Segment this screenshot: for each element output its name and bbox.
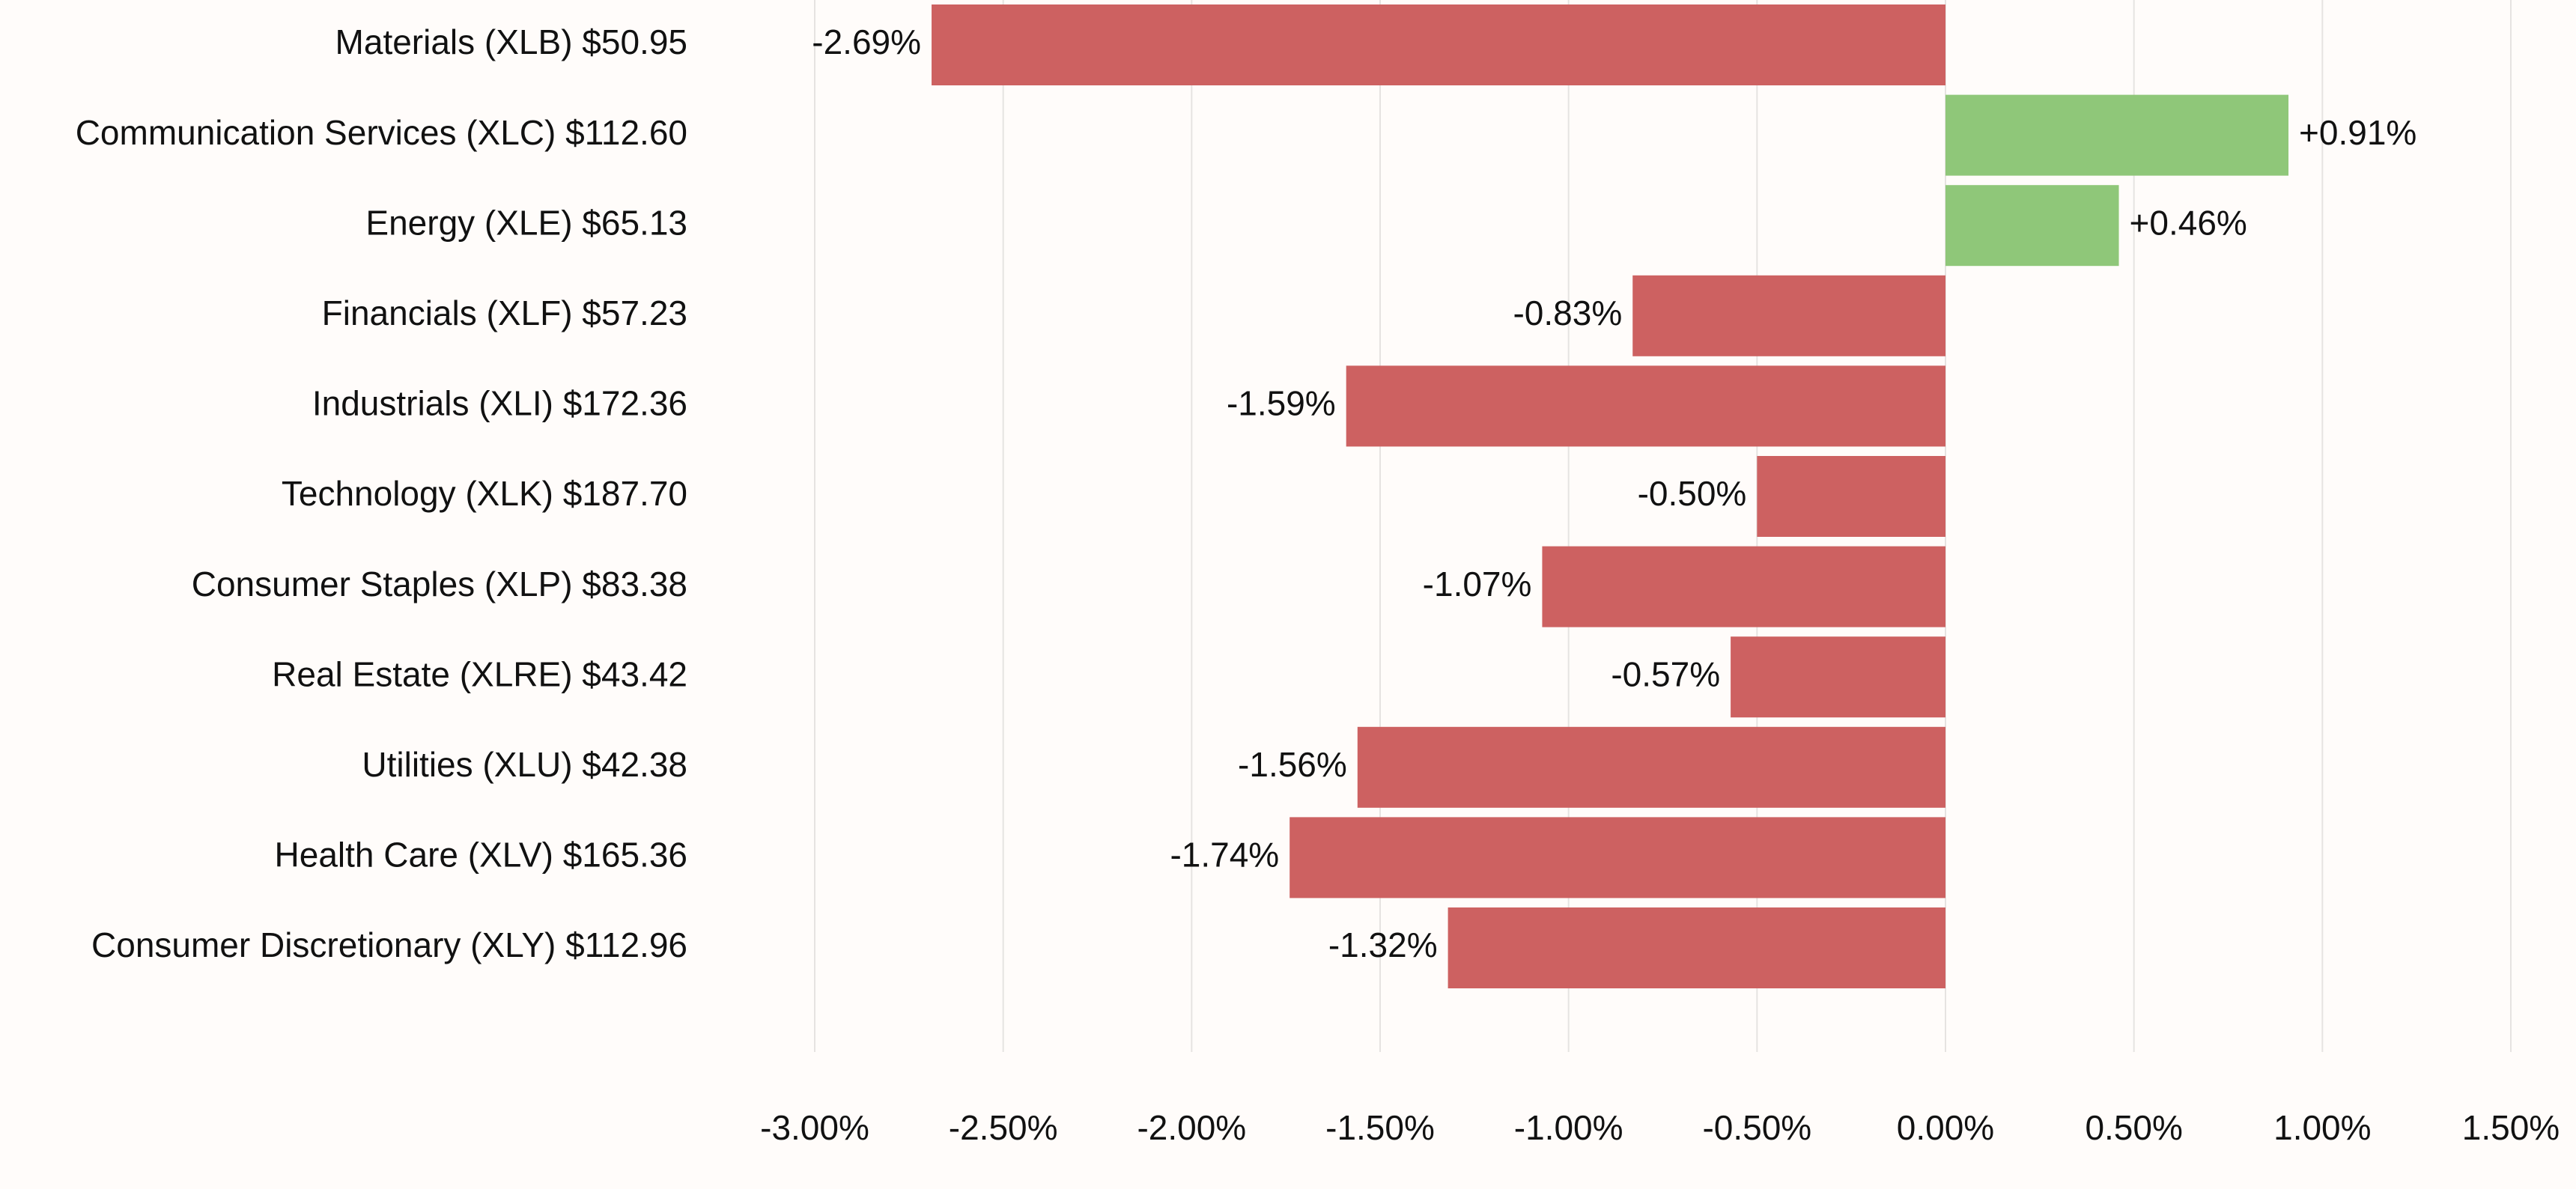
category-label: Materials (XLB) $50.95 [335, 22, 687, 61]
data-label: -0.83% [1513, 294, 1622, 332]
data-label: -1.74% [1170, 836, 1279, 875]
x-tick-label: 0.00% [1897, 1108, 1994, 1147]
bar [1542, 546, 1945, 627]
x-tick-label: -2.00% [1137, 1108, 1246, 1147]
data-label: -1.07% [1423, 565, 1532, 603]
category-label: Financials (XLF) $57.23 [322, 294, 687, 332]
category-labels: Materials (XLB) $50.95 Communication Serv… [76, 22, 687, 964]
bar [1945, 94, 2289, 176]
category-label: Industrials (XLI) $172.36 [312, 384, 687, 423]
x-tick-label: 0.50% [2085, 1108, 2182, 1147]
bar [1632, 275, 1945, 356]
value-labels: -2.69% +0.91% +0.46% -0.83% -1.59% -0.50% -1.0… [812, 22, 2416, 964]
x-tick-label: -2.50% [949, 1108, 1058, 1147]
data-label: +0.46% [2130, 203, 2247, 242]
bar [932, 4, 1945, 85]
data-label: -1.59% [1227, 384, 1336, 423]
x-tick-label: -1.00% [1514, 1108, 1623, 1147]
x-tick-label: 1.00% [2273, 1108, 2371, 1147]
category-label: Real Estate (XLRE) $43.42 [272, 654, 687, 693]
bar [1346, 365, 1945, 447]
x-tick-label: -3.00% [760, 1108, 869, 1147]
category-label: Consumer Discretionary (XLY) $112.96 [91, 925, 687, 964]
bars [932, 4, 2289, 988]
bar [1731, 636, 1945, 718]
bar [1757, 456, 1945, 537]
bar [1448, 907, 1945, 988]
category-label: Health Care (XLV) $165.36 [275, 836, 687, 875]
data-label: -2.69% [812, 22, 921, 61]
category-label: Consumer Staples (XLP) $83.38 [192, 565, 687, 603]
data-label: -1.32% [1328, 925, 1438, 964]
data-label: -0.50% [1638, 474, 1747, 513]
data-label: -1.56% [1238, 745, 1347, 784]
x-tick-label: -0.50% [1702, 1108, 1811, 1147]
bar [1289, 817, 1945, 898]
category-label: Technology (XLK) $187.70 [282, 474, 687, 513]
x-tick-label: -1.50% [1325, 1108, 1435, 1147]
x-tick-label: 1.50% [2462, 1108, 2560, 1147]
x-axis-tick-labels: -3.00% -2.50% -2.00% -1.50% -1.00% -0.50% 0.00… [760, 1108, 2560, 1147]
category-label: Utilities (XLU) $42.38 [362, 745, 687, 784]
category-label: Energy (XLE) $65.13 [365, 203, 687, 242]
category-label: Communication Services (XLC) $112.60 [76, 113, 687, 152]
bar [1357, 726, 1945, 808]
data-label: -0.57% [1611, 654, 1720, 693]
data-label: +0.91% [2299, 113, 2416, 152]
bar [1945, 185, 2119, 267]
